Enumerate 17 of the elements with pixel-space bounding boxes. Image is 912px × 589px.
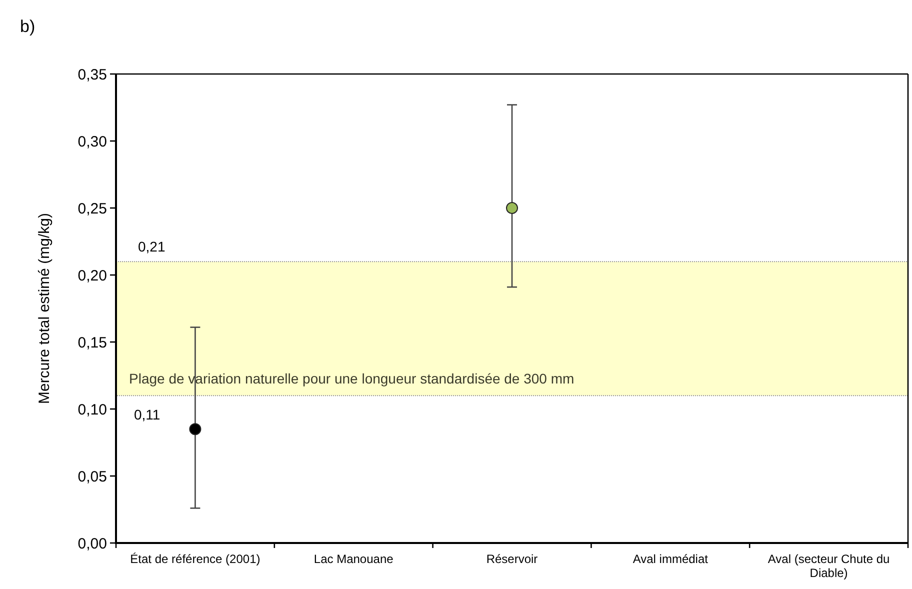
y-tick-label: 0,35 xyxy=(78,66,107,84)
y-tick-label: 0,25 xyxy=(78,200,107,218)
x-tick-label: Aval immédiat xyxy=(632,552,709,566)
x-tick-label: Réservoir xyxy=(486,552,538,566)
y-tick-label: 0,30 xyxy=(78,133,107,150)
y-tick-label: 0,10 xyxy=(78,401,107,418)
annotation: 0,21 xyxy=(138,238,166,255)
x-tick-label: Lac Manouane xyxy=(314,552,394,566)
y-tick-label: 0,20 xyxy=(78,267,107,284)
y-tick-label: 0,15 xyxy=(78,334,107,352)
y-tick-label: 0,05 xyxy=(78,468,107,486)
chart-title: b) xyxy=(20,17,36,36)
y-tick-label: 0,00 xyxy=(78,535,107,552)
x-tick-label: État de référence (2001) xyxy=(130,552,260,566)
annotation: 0,11 xyxy=(134,406,160,423)
x-tick-label: Aval (secteur Chute du Diable) xyxy=(768,552,890,580)
y-axis-title: Mercure total estimé (mg/kg) xyxy=(36,213,53,404)
